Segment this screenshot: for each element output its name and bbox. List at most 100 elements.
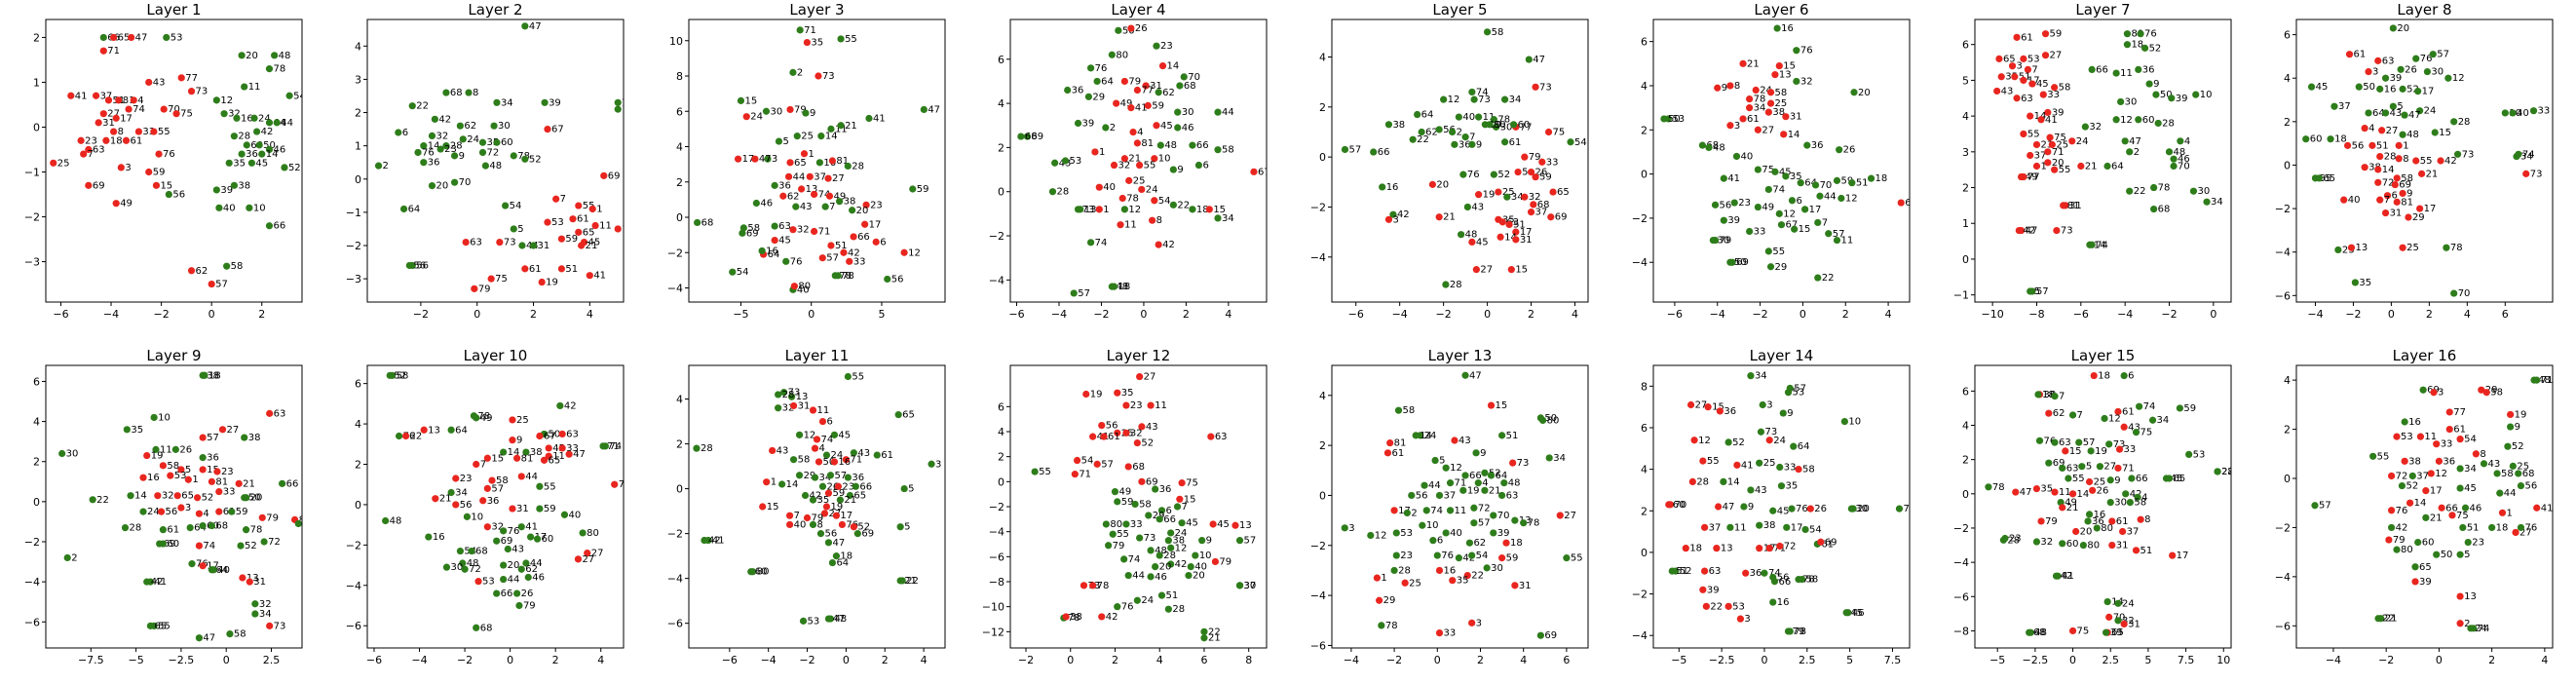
scatter-point [1525,56,1533,63]
point-label: 3 [935,459,941,470]
point-label: 12 [1448,95,1460,105]
scatter-point [2456,620,2464,627]
point-label: 26 [1535,168,1548,178]
scatter-point [1803,141,1811,149]
point-label: 37 [2127,526,2140,537]
point-label: 9 [1748,502,1754,513]
point-label: 1 [1381,573,1386,584]
scatter-point [145,78,153,87]
point-label: 2 [1110,123,1116,133]
scatter-point [1114,389,1121,397]
scatter-point [1133,596,1141,604]
scatter-point [834,272,842,280]
point-label: 3 [2438,388,2443,399]
scatter-point [1716,407,1724,415]
point-label: 47 [2408,110,2421,121]
point-label: 68 [480,623,493,633]
scatter-point [541,98,549,106]
scatter-point [1764,247,1772,255]
point-label: 50 [1734,257,1747,268]
scatter-point [2515,470,2522,477]
point-label: 33 [1754,227,1766,238]
scatter-point [163,33,170,42]
y-tick-label: −2 [1953,522,1969,535]
scatter-point [1017,133,1025,140]
point-label: 50 [549,429,561,439]
scatter-point [2401,418,2408,426]
point-label: 9 [2153,79,2159,90]
scatter-point [752,199,760,208]
y-tick-label: −4 [1310,251,1326,264]
point-label: 75 [619,479,631,490]
point-label: 66 [1163,514,1176,525]
scatter-point [1100,433,1108,440]
point-label: 72 [1478,503,1491,513]
point-label: 47 [759,154,772,165]
scatter-point [2351,279,2359,286]
scatter-point [1151,155,1158,163]
point-label: 38 [2044,390,2057,400]
scatter-point [1487,401,1496,409]
scatter-point [2416,205,2424,212]
point-label: 60 [542,534,554,545]
scatter-point [1780,131,1788,138]
scatter-point [1061,157,1070,165]
panel-title: Layer 9 [146,347,201,364]
x-tick-label: 0 [1140,308,1147,321]
scatter-point [1801,206,1809,213]
scatter-point [1726,122,1734,130]
point-label: 79 [1219,556,1231,567]
scatter-point [1461,133,1469,141]
scatter-point [1136,372,1144,381]
point-label: 75 [495,274,508,285]
scatter-point [1086,64,1095,72]
scatter-point [524,573,532,582]
point-label: 78 [1992,482,2005,493]
scatter-point [483,454,491,462]
point-label: 59 [565,234,578,245]
scatter-point [1178,519,1186,527]
point-label: 59 [1121,497,1134,508]
scatter-point [815,159,823,167]
point-label: 53 [482,577,495,588]
scatter-point [2102,628,2110,636]
scatter-point [832,552,841,560]
y-tick-label: −2 [2275,203,2291,215]
points-layer: 5852494278256450762213967634571741438114… [382,370,631,633]
scatter-point [1451,437,1458,444]
point-label: 44 [530,558,543,569]
point-label: 45 [552,443,565,454]
scatter-point [517,473,525,480]
point-label: 8 [473,88,478,98]
point-label: 66 [501,589,513,599]
point-label: 24 [830,450,843,461]
point-label: 65 [794,158,807,169]
point-label: 7 [1469,133,1475,143]
x-tick-label: 4 [1156,654,1163,666]
point-label: 74 [2522,149,2535,160]
y-tick-label: 6 [1962,385,1969,398]
point-label: 5 [1439,456,1445,467]
point-label: 31 [2069,201,2082,211]
scatter-point [1151,197,1158,205]
scatter-point [239,574,246,582]
point-label: 44 [1132,571,1145,582]
point-label: 46 [760,199,773,209]
scatter-point [1449,577,1457,585]
point-label: 34 [2211,197,2223,208]
point-label: 47 [1469,370,1482,381]
point-label: 70 [459,177,472,188]
scatter-point [1840,417,1848,426]
scatter-point [556,401,564,410]
point-label: 80 [757,567,770,578]
point-label: 14 [266,149,279,160]
scatter-point [1167,544,1175,551]
point-label: 25 [1775,98,1788,109]
scatter-point [154,492,162,500]
point-label: 17 [840,511,852,521]
y-tick-label: 4 [676,394,683,406]
point-label: 36 [1724,406,1736,417]
scatter-point [177,504,185,512]
